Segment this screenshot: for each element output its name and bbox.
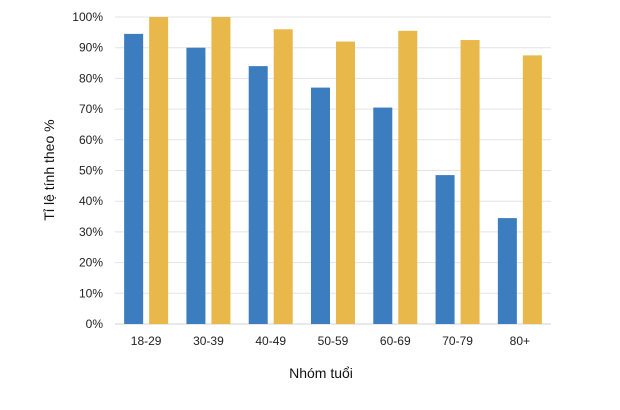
y-tick-label: 70% [79, 102, 103, 116]
bar-series-1-70-79 [435, 175, 455, 324]
x-tick-label: 50-59 [318, 334, 349, 348]
gridlines [115, 16, 551, 325]
bar-series-2-80+ [522, 55, 542, 324]
bar-series-2-40-49 [273, 29, 293, 325]
x-tick-label: 40-49 [255, 334, 286, 348]
bar-series-1-60-69 [373, 107, 393, 324]
bar-series-1-40-49 [248, 66, 268, 325]
y-tick-label: 30% [79, 225, 103, 239]
x-axis-ticks: 18-29 30-39 40-49 50-59 60-69 70-79 80+ [131, 334, 530, 348]
x-tick-label: 18-29 [131, 334, 162, 348]
y-tick-label: 80% [79, 71, 103, 85]
y-tick-label: 10% [79, 286, 103, 300]
bar-series-1-30-39 [186, 47, 206, 324]
bar-series-2-30-39 [211, 17, 231, 324]
bar-series-2-70-79 [460, 40, 480, 325]
y-tick-label: 60% [79, 133, 103, 147]
y-tick-label: 20% [79, 256, 103, 270]
y-tick-label: 50% [79, 164, 103, 178]
y-tick-label: 0% [86, 317, 104, 331]
bar-series-1-50-59 [311, 87, 330, 324]
y-axis-ticks: 0% 10% 20% 30% 40% 50% 60% 70% 80% 90% 100% [72, 10, 103, 331]
y-tick-label: 40% [79, 194, 103, 208]
bar-series-1-18-29 [124, 33, 144, 324]
x-tick-label: 60-69 [380, 334, 411, 348]
bar-series-2-50-59 [336, 41, 355, 325]
y-tick-label: 100% [72, 10, 103, 24]
bar-series-2-18-29 [149, 17, 169, 324]
x-tick-label: 30-39 [193, 334, 224, 348]
y-axis-title: Tỉ lệ tính theo % [41, 119, 57, 220]
x-tick-label: 70-79 [442, 334, 473, 348]
x-tick-label: 80+ [510, 334, 530, 348]
y-tick-label: 90% [79, 41, 103, 55]
bar-series-1-80+ [497, 218, 517, 324]
bar-series-2-60-69 [398, 30, 418, 324]
x-axis-title: Nhóm tuổi [289, 365, 353, 381]
bars [124, 17, 542, 325]
